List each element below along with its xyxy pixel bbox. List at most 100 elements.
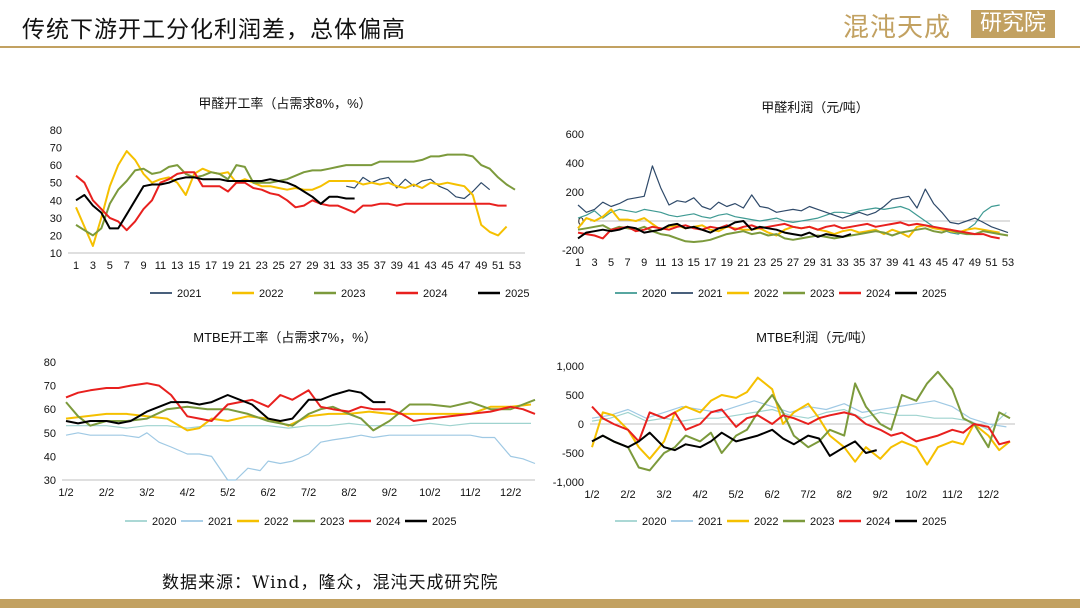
- series-line-2024: [75, 171, 507, 232]
- x-tick-label: 9: [641, 257, 647, 269]
- legend-label-2025: 2025: [432, 516, 456, 528]
- x-tick-label: 4/2: [180, 487, 195, 499]
- y-tick-label: 80: [44, 357, 56, 369]
- y-tick-label: 70: [44, 381, 56, 393]
- series-line-2025: [65, 389, 386, 425]
- series-line-2021: [65, 432, 536, 481]
- y-tick-label: 30: [44, 475, 56, 487]
- x-tick-label: 21: [737, 257, 749, 269]
- x-tick-label: 2/2: [99, 487, 114, 499]
- header-rule: [0, 46, 1080, 48]
- x-tick-label: 29: [803, 257, 815, 269]
- y-tick-label: -1,000: [553, 477, 584, 489]
- series-line-2025: [75, 176, 355, 230]
- x-tick-label: 17: [205, 260, 217, 272]
- x-tick-label: 15: [688, 257, 700, 269]
- legend-label-2023: 2023: [810, 288, 834, 300]
- x-tick-label: 39: [391, 260, 403, 272]
- x-tick-label: 12/2: [500, 487, 521, 499]
- x-tick-label: 8/2: [341, 487, 356, 499]
- x-tick-label: 33: [836, 257, 848, 269]
- legend-label-2022: 2022: [754, 288, 778, 300]
- series-line-2023: [577, 224, 1009, 243]
- x-tick-label: 7/2: [801, 489, 816, 501]
- x-tick-label: 9/2: [873, 489, 888, 501]
- x-tick-label: 15: [188, 260, 200, 272]
- series-line-2021: [346, 176, 491, 200]
- y-tick-label: 200: [566, 187, 584, 199]
- x-tick-label: 3: [90, 260, 96, 272]
- x-tick-label: 45: [936, 257, 948, 269]
- series-line-2020: [66, 422, 531, 429]
- x-tick-label: 49: [969, 257, 981, 269]
- y-tick-label: 50: [44, 428, 56, 440]
- y-tick-label: 60: [44, 404, 56, 416]
- logo-text: 混沌天成: [843, 13, 952, 43]
- x-tick-label: 10/2: [419, 487, 440, 499]
- x-tick-label: 2/2: [620, 489, 635, 501]
- y-tick-label: 0: [578, 419, 584, 431]
- series-line-2024: [65, 382, 536, 422]
- x-tick-label: 4/2: [692, 489, 707, 501]
- legend-label-2024: 2024: [866, 516, 890, 528]
- legend-label-2022: 2022: [259, 288, 283, 300]
- x-tick-label: 11: [155, 260, 166, 272]
- legend-label-2023: 2023: [341, 288, 365, 300]
- series-line-2023: [65, 398, 536, 432]
- x-tick-label: 9: [140, 260, 146, 272]
- legend-label-2021: 2021: [698, 288, 722, 300]
- x-tick-label: 23: [754, 257, 766, 269]
- x-tick-label: 47: [458, 260, 470, 272]
- x-tick-label: 25: [770, 257, 782, 269]
- x-tick-label: 3/2: [139, 487, 154, 499]
- chart-title: 甲醛开工率（占需求8%，%）: [198, 96, 371, 111]
- series-line-2024: [591, 405, 1011, 446]
- legend-label-2024: 2024: [423, 288, 447, 300]
- x-tick-label: 5/2: [728, 489, 743, 501]
- legend-label-2021: 2021: [698, 516, 722, 528]
- x-tick-label: 17: [704, 257, 716, 269]
- chart-title: MTBE利润（元/吨）: [756, 330, 874, 345]
- x-tick-label: 21: [239, 260, 251, 272]
- series-line-2023: [591, 370, 1011, 472]
- legend-label-2021: 2021: [177, 288, 201, 300]
- x-tick-label: 39: [886, 257, 898, 269]
- x-tick-label: 8/2: [837, 489, 852, 501]
- y-tick-label: 1,000: [556, 361, 584, 373]
- x-tick-label: 6/2: [261, 487, 276, 499]
- y-tick-label: 0: [578, 216, 584, 228]
- y-tick-label: 60: [50, 160, 62, 172]
- x-tick-label: 25: [272, 260, 284, 272]
- x-tick-label: 19: [222, 260, 234, 272]
- x-tick-label: 7: [625, 257, 631, 269]
- x-tick-label: 47: [952, 257, 964, 269]
- x-tick-label: 11/2: [460, 487, 481, 499]
- series-line-2020: [577, 204, 1000, 235]
- series-line-2025: [591, 428, 877, 457]
- x-tick-label: 35: [357, 260, 369, 272]
- x-tick-label: 5: [608, 257, 614, 269]
- legend-label-2020: 2020: [152, 516, 176, 528]
- x-tick-label: 41: [408, 260, 420, 272]
- x-tick-label: 53: [509, 260, 521, 272]
- y-tick-label: 50: [50, 178, 62, 190]
- x-tick-label: 31: [323, 260, 335, 272]
- data-source: 数据来源：Wind，隆众，混沌天成研究院: [162, 573, 499, 593]
- series-line-2022: [75, 150, 508, 247]
- y-tick-label: 40: [44, 451, 56, 463]
- chart-mtbe-profit: MTBE利润（元/吨） -1,000 -500 0 500 1,000 1/2 2/2 3/2 4…: [553, 330, 1015, 528]
- x-tick-label: 27: [787, 257, 799, 269]
- legend-label-2022: 2022: [754, 516, 778, 528]
- x-tick-label: 51: [492, 260, 504, 272]
- chart-title: MTBE开工率（占需求7%，%）: [193, 330, 376, 345]
- chart-title: 甲醛利润（元/吨）: [761, 100, 869, 115]
- x-tick-label: 7/2: [301, 487, 316, 499]
- y-tick-label: 10: [50, 248, 62, 260]
- x-tick-label: 43: [424, 260, 436, 272]
- x-tick-label: 37: [870, 257, 882, 269]
- legend-label-2021: 2021: [208, 516, 232, 528]
- legend-label-2022: 2022: [264, 516, 288, 528]
- x-tick-label: 11/2: [942, 489, 963, 501]
